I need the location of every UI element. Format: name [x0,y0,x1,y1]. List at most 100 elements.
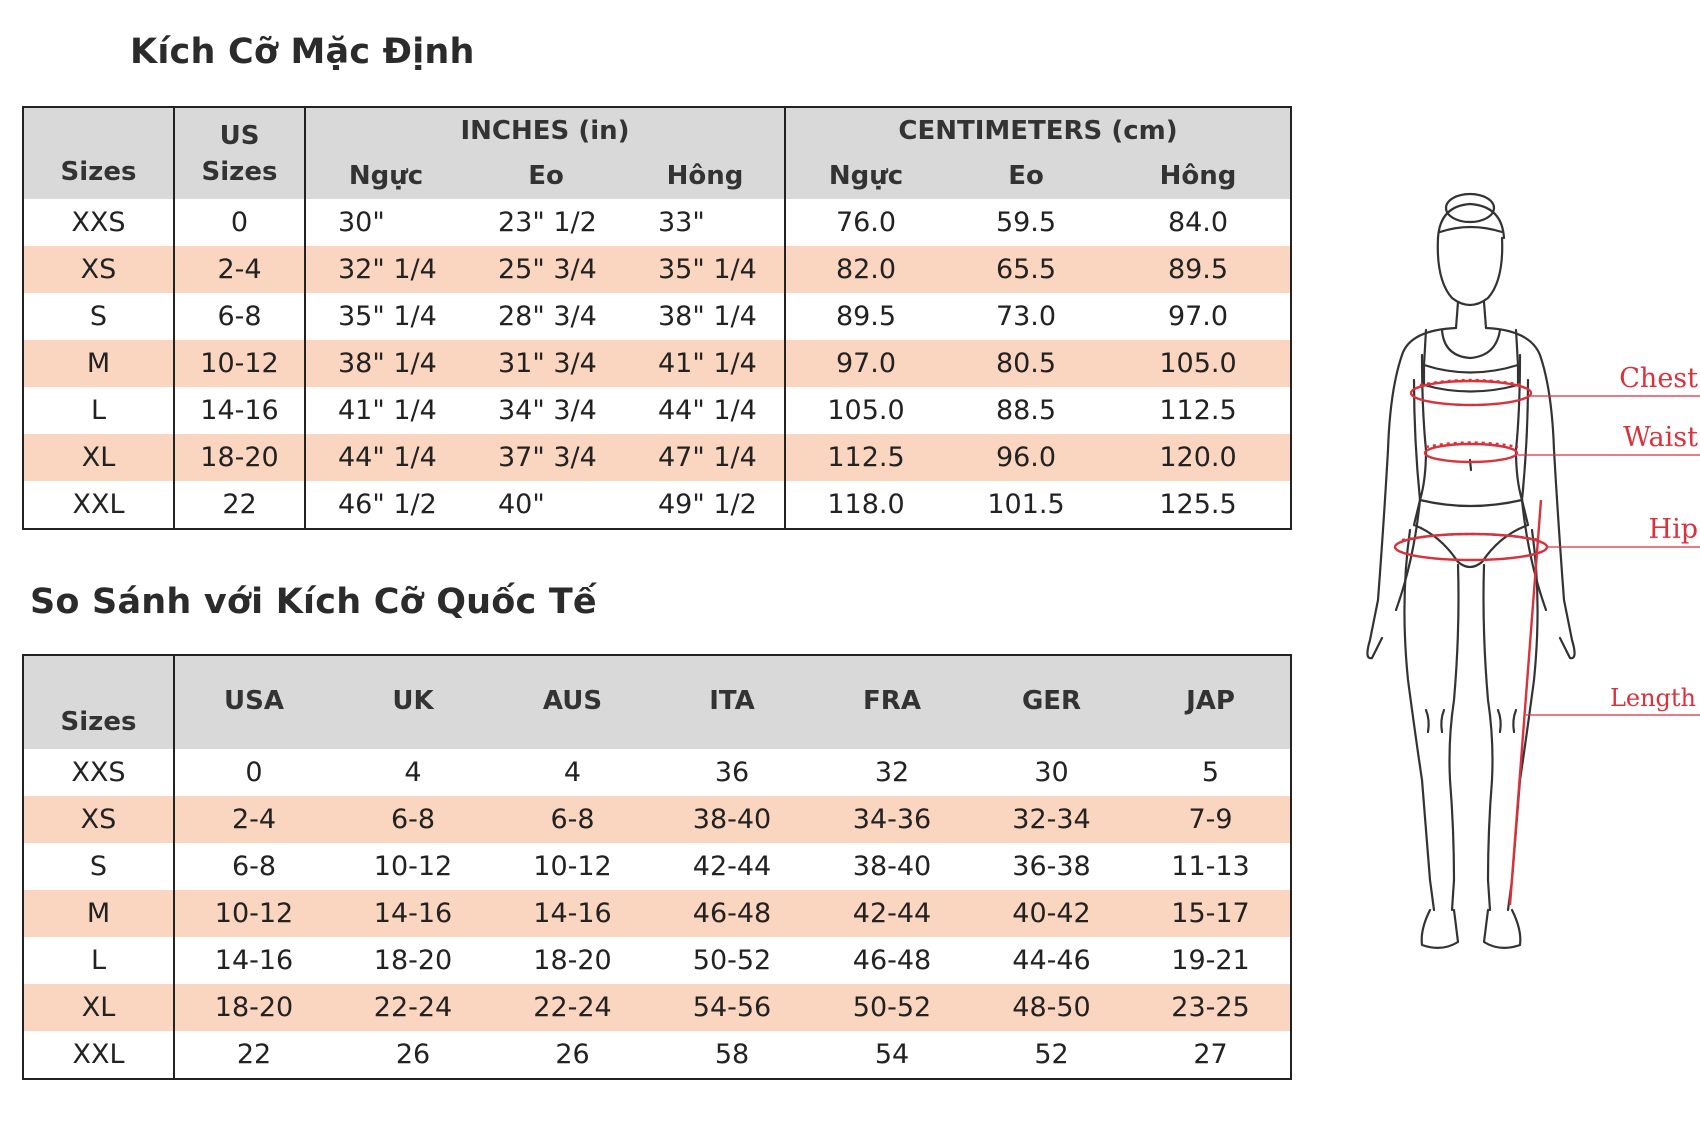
header-us-bottom: Sizes [174,153,306,199]
table-row: XXS 0 30" 23" 1/2 33" 76.0 59.5 84.0 [23,199,1291,246]
table-row: XL 18-20 22-24 22-24 54-56 50-52 48-50 23-25 [23,984,1291,1031]
cell-fra: 38-40 [852,851,932,882]
cell-in-chest: 32" 1/4 [305,246,466,293]
cell-cm-chest: 105.0 [827,395,905,426]
chest-label: Chest [1619,363,1698,394]
international-size-table: Sizes USA UK AUS ITA FRA GER JAP XXS 0 4 4 3… [22,654,1292,1080]
cell-in-waist: 37" 3/4 [466,434,626,481]
cell-usa: 2-4 [174,796,333,843]
cell-aus: 10-12 [533,851,612,882]
chest-dotted [1419,378,1523,387]
cell-in-hip: 49" 1/2 [626,481,786,529]
cell-ita: 58 [714,1039,750,1070]
cell-cm-waist: 101.5 [987,489,1065,520]
cell-aus: 18-20 [533,945,612,976]
length-line [1508,499,1543,906]
cell-size: S [23,293,175,340]
cell-jap: 27 [1193,1039,1228,1070]
cell-size: XXL [23,481,175,529]
cell-cm-waist: 59.5 [995,207,1057,238]
table-row: XS 2-4 32" 1/4 25" 3/4 35" 1/4 82.0 65.5 89.5 [23,246,1292,293]
table-row: M 10-12 14-16 14-16 46-48 42-44 40-42 15-17 [23,890,1291,937]
header-sizes: Sizes [23,655,175,749]
cell-uk: 26 [395,1039,431,1070]
cell-cm-hip: 112.5 [1159,395,1237,426]
cell-ger: 32-34 [972,796,1131,843]
cell-size: S [23,843,175,890]
header-ger: GER [972,655,1131,749]
cell-size: XS [23,796,175,843]
cell-size: XL [23,984,175,1031]
cell-usa: 6-8 [231,851,277,882]
cell-usa: 18-20 [174,984,333,1031]
cell-size: XXL [23,1031,175,1079]
cell-in-chest: 30" [338,207,385,238]
body-measurement-illustration: Chest Waist Hip Length [1366,192,1700,949]
header-fra: FRA [812,655,972,749]
cell-ita: 38-40 [652,796,812,843]
header-in-chest: Ngực [305,153,466,199]
header-in-waist: Eo [466,153,626,199]
cell-jap: 5 [1201,757,1220,788]
cell-ger: 36-38 [1012,851,1091,882]
cell-cm-hip: 125.5 [1159,489,1237,520]
cell-ger: 30 [1034,757,1069,788]
header-usa: USA [174,655,333,749]
cell-usa: 10-12 [174,890,333,937]
length-label: Length [1610,684,1696,712]
cell-in-hip: 47" 1/4 [626,434,786,481]
cell-cm-hip: 84.0 [1167,207,1229,238]
cell-cm-hip: 89.5 [1106,246,1292,293]
cell-aus: 14-16 [493,890,652,937]
header-jap: JAP [1131,655,1291,749]
table-row: S 6-8 10-12 10-12 42-44 38-40 36-38 11-13 [23,843,1291,890]
cell-fra: 54 [874,1039,910,1070]
default-size-table: Sizes US INCHES (in) CENTIMETERS (cm) Si… [22,106,1293,530]
cell-ita: 46-48 [652,890,812,937]
header-centimeters: CENTIMETERS (cm) [785,107,1292,153]
table-row: XXL 22 26 26 58 54 52 27 [23,1031,1291,1079]
cell-aus: 26 [555,1039,590,1070]
cell-fra: 42-44 [812,890,972,937]
cell-ita: 54-56 [652,984,812,1031]
cell-us: 10-12 [174,340,306,387]
hip-ellipse [1393,532,1549,562]
hip-dotted [1401,532,1541,542]
cell-fra: 32 [874,757,910,788]
cell-us: 14-16 [174,387,306,434]
table-row: XL 18-20 44" 1/4 37" 3/4 47" 1/4 112.5 96.0 120… [23,434,1292,481]
header-inches: INCHES (in) [305,107,786,153]
cell-us: 22 [174,481,306,529]
cell-in-waist: 31" 3/4 [466,340,626,387]
waist-dotted [1425,441,1519,449]
waist-label: Waist [1623,422,1698,453]
cell-in-hip: 38" 1/4 [626,293,786,340]
cell-size: XS [23,246,175,293]
header-aus: AUS [493,655,652,749]
cell-in-waist: 25" 3/4 [466,246,626,293]
cell-uk: 4 [404,757,422,788]
international-sizes-title: So Sánh với Kích Cỡ Quốc Tế [30,582,597,622]
cell-uk: 6-8 [333,796,493,843]
header-in-hip: Hông [626,153,786,199]
cell-fra: 34-36 [812,796,972,843]
header-ita: ITA [652,655,812,749]
cell-usa: 14-16 [214,945,294,976]
cell-aus: 4 [563,757,582,788]
cell-in-hip: 41" 1/4 [626,340,786,387]
header-uk: UK [333,655,493,749]
cell-cm-waist: 96.0 [946,434,1106,481]
cell-size: L [23,937,175,984]
cell-cm-chest: 76.0 [835,207,897,238]
header-cm-hip: Hông [1106,153,1292,199]
cell-ger: 40-42 [972,890,1131,937]
cell-cm-waist: 88.5 [995,395,1057,426]
cell-us: 2-4 [174,246,306,293]
cell-uk: 22-24 [333,984,493,1031]
default-sizes-title: Kích Cỡ Mặc Định [130,32,475,72]
cell-cm-chest: 82.0 [785,246,946,293]
cell-size: XXS [23,199,175,246]
waist-ellipse [1423,442,1519,464]
cell-aus: 6-8 [493,796,652,843]
cell-cm-chest: 97.0 [785,340,946,387]
